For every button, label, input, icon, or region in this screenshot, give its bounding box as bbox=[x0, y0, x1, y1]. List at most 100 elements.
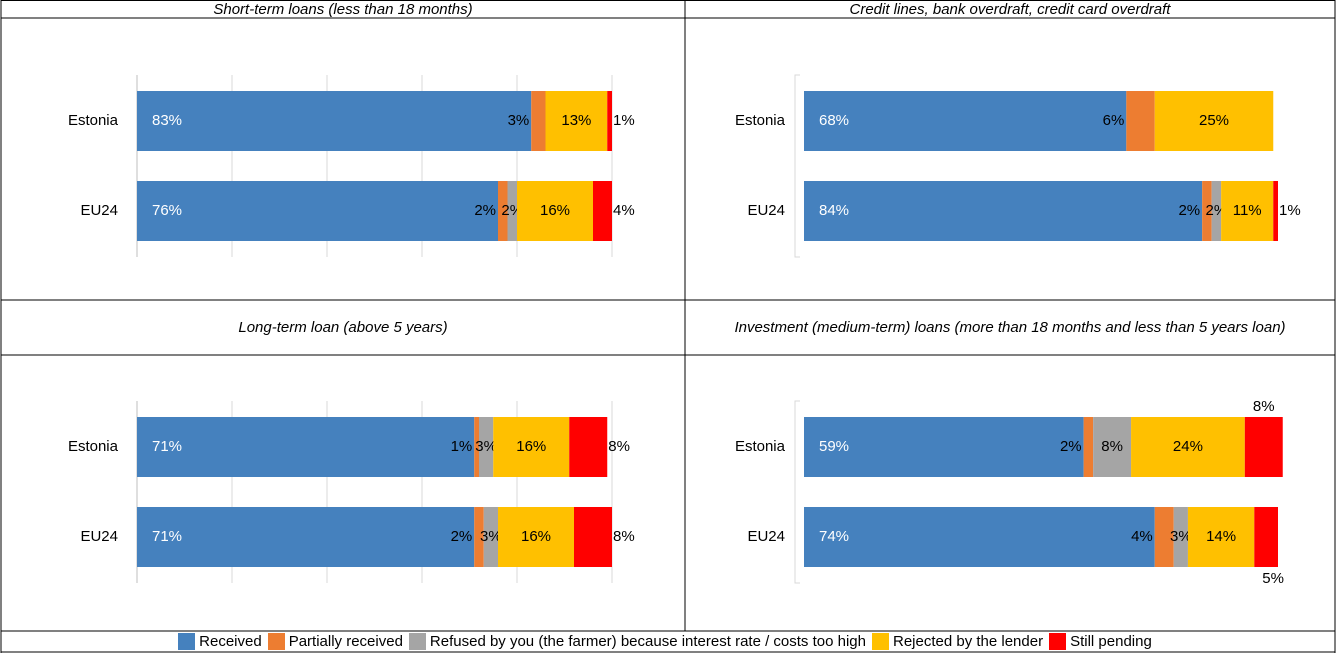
category-label: EU24 bbox=[747, 528, 785, 545]
value-label: 14% bbox=[1206, 528, 1236, 545]
legend-swatch bbox=[408, 633, 426, 650]
value-label: 8% bbox=[608, 438, 630, 455]
value-label: 8% bbox=[613, 528, 635, 545]
bar-segment bbox=[531, 91, 546, 151]
legend-item: Received bbox=[178, 633, 262, 650]
value-label: 2% bbox=[451, 528, 473, 545]
value-label: 13% bbox=[561, 112, 591, 129]
legend-label: Partially received bbox=[288, 633, 403, 650]
value-label: 8% bbox=[1101, 438, 1123, 455]
bar-segment bbox=[1202, 181, 1212, 241]
bar-segment bbox=[804, 91, 1127, 151]
panel-title: Short-term loans (less than 18 months) bbox=[213, 0, 473, 18]
bar-segment bbox=[507, 181, 517, 241]
category-label: EU24 bbox=[747, 202, 785, 219]
value-label: 1% bbox=[613, 112, 635, 129]
value-label: 1% bbox=[1279, 202, 1301, 219]
value-label: 71% bbox=[152, 528, 182, 545]
bar-segment bbox=[1154, 91, 1274, 151]
legend-swatch bbox=[871, 633, 889, 650]
bar-segment bbox=[1187, 507, 1255, 567]
bar-segment bbox=[1126, 91, 1155, 151]
bar-segment bbox=[804, 417, 1084, 477]
value-label: 68% bbox=[819, 112, 849, 129]
bar-segment bbox=[498, 181, 508, 241]
legend-item: Still pending bbox=[1049, 633, 1152, 650]
category-label: Estonia bbox=[735, 112, 786, 129]
legend: Received Partially received Refused by you… bbox=[0, 631, 1336, 652]
bar-segment bbox=[1173, 507, 1188, 567]
bar-segment bbox=[593, 181, 612, 241]
bar-segment bbox=[1211, 181, 1222, 241]
panel-title: Long-term loan (above 5 years) bbox=[238, 319, 448, 336]
legend-label: Received bbox=[199, 633, 262, 650]
panel-title: Investment (medium-term) loans (more tha… bbox=[734, 319, 1286, 336]
bar-segment bbox=[474, 507, 484, 567]
value-label: 16% bbox=[521, 528, 551, 545]
legend-label: Rejected by the lender bbox=[892, 633, 1044, 650]
bar-segment bbox=[804, 181, 1203, 241]
value-label: 24% bbox=[1173, 438, 1203, 455]
bar-segment bbox=[574, 507, 612, 567]
bar-segment bbox=[498, 507, 574, 567]
bar-segment bbox=[545, 91, 608, 151]
value-label: 6% bbox=[1103, 112, 1125, 129]
value-label: 2% bbox=[474, 202, 496, 219]
bar-segment bbox=[483, 507, 498, 567]
category-label: Estonia bbox=[68, 438, 119, 455]
bar-segment bbox=[493, 417, 570, 477]
category-label: Estonia bbox=[735, 438, 786, 455]
bar-segment bbox=[569, 417, 608, 477]
bar-segment bbox=[137, 181, 498, 241]
legend-item: Refused by you (the farmer) because inte… bbox=[408, 633, 866, 650]
bar-segment bbox=[1221, 181, 1274, 241]
category-label: EU24 bbox=[80, 528, 118, 545]
legend-label: Refused by you (the farmer) because inte… bbox=[429, 633, 866, 650]
bar-segment bbox=[1254, 507, 1278, 567]
value-label: 76% bbox=[152, 202, 182, 219]
value-label: 8% bbox=[1253, 398, 1275, 415]
category-label: EU24 bbox=[80, 202, 118, 219]
bar-segment bbox=[1083, 417, 1094, 477]
value-label: 16% bbox=[540, 202, 570, 219]
value-label: 3% bbox=[475, 438, 497, 455]
bar-segment bbox=[1244, 417, 1283, 477]
value-label: 4% bbox=[1131, 528, 1153, 545]
bar-segment bbox=[479, 417, 494, 477]
panel-title: Credit lines, bank overdraft, credit car… bbox=[849, 0, 1171, 18]
legend-item: Partially received bbox=[267, 633, 403, 650]
bar-segment bbox=[1273, 181, 1278, 241]
value-label: 16% bbox=[516, 438, 546, 455]
bar-segment bbox=[137, 507, 475, 567]
legend-swatch bbox=[1049, 633, 1067, 650]
legend-swatch bbox=[267, 633, 285, 650]
legend-swatch bbox=[178, 633, 196, 650]
axis-bracket bbox=[794, 74, 800, 258]
bar-segment bbox=[1154, 507, 1174, 567]
category-label: Estonia bbox=[68, 112, 119, 129]
value-label: 5% bbox=[1262, 570, 1284, 587]
bar-segment bbox=[137, 417, 475, 477]
bar-segment bbox=[607, 91, 612, 151]
bar-segment bbox=[804, 507, 1155, 567]
value-label: 11% bbox=[1233, 202, 1262, 219]
value-label: 71% bbox=[152, 438, 182, 455]
legend-label: Still pending bbox=[1070, 633, 1152, 650]
bar-segment bbox=[517, 181, 593, 241]
value-label: 3% bbox=[1170, 528, 1192, 545]
bar-segment bbox=[474, 417, 479, 477]
value-label: 4% bbox=[613, 202, 635, 219]
legend-item: Rejected by the lender bbox=[871, 633, 1044, 650]
bar-segment bbox=[1093, 417, 1132, 477]
value-label: 84% bbox=[819, 202, 849, 219]
axis-bracket bbox=[794, 400, 800, 584]
value-label: 3% bbox=[480, 528, 502, 545]
bar-segment bbox=[1131, 417, 1245, 477]
value-label: 25% bbox=[1199, 112, 1229, 129]
value-label: 83% bbox=[152, 112, 182, 129]
value-label: 1% bbox=[451, 438, 473, 455]
value-label: 74% bbox=[819, 528, 849, 545]
value-label: 2% bbox=[1060, 438, 1082, 455]
